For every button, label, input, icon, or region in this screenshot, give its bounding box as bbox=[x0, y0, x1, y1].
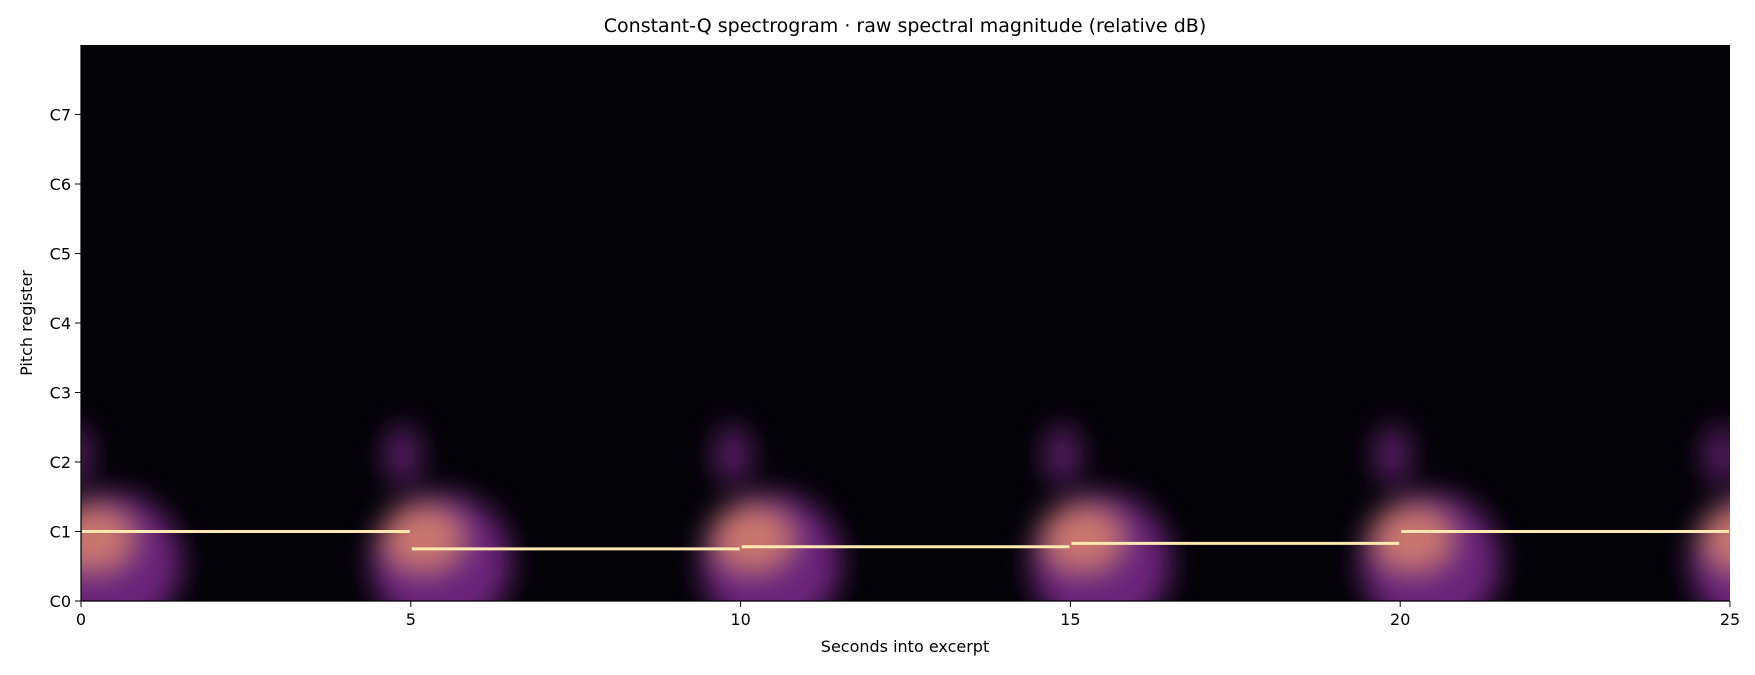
y-tick-label: C6 bbox=[50, 175, 71, 194]
x-tick-label: 20 bbox=[1390, 610, 1410, 629]
y-tick-label: C1 bbox=[50, 523, 71, 542]
y-tick-label: C2 bbox=[50, 453, 71, 472]
onset-burst-upper bbox=[1704, 425, 1730, 486]
onset-burst-core bbox=[1042, 506, 1123, 571]
onset-burst-core bbox=[81, 506, 133, 571]
segment-5 bbox=[1401, 160, 1729, 536]
onset-burst-core bbox=[382, 506, 463, 571]
x-tick-label: 0 bbox=[76, 610, 86, 629]
y-tick-label: C5 bbox=[50, 245, 71, 264]
segment-4 bbox=[1071, 160, 1400, 548]
onset-burst-upper bbox=[384, 425, 421, 486]
onset-burst-core bbox=[1702, 507, 1730, 569]
y-axis-ticks: C0 C1 C2 C3 C4 C5 C6 C7 bbox=[50, 106, 81, 611]
y-tick-label: C4 bbox=[50, 314, 71, 333]
chart-title: Constant-Q spectrogram · raw spectral ma… bbox=[604, 15, 1206, 37]
onset-burst-core bbox=[1372, 506, 1453, 571]
segment-3 bbox=[741, 162, 1070, 552]
y-tick-label: C3 bbox=[50, 384, 71, 403]
onset-burst-upper bbox=[81, 428, 91, 482]
onset-burst-core bbox=[712, 506, 793, 571]
segment-1 bbox=[82, 160, 410, 536]
y-tick-label: C0 bbox=[50, 592, 71, 611]
y-axis-label: Pitch register bbox=[17, 270, 36, 376]
x-tick-label: 25 bbox=[1720, 610, 1740, 629]
segment-2 bbox=[411, 162, 740, 554]
x-tick-label: 15 bbox=[1060, 610, 1080, 629]
onset-burst-upper bbox=[714, 425, 751, 486]
x-tick-label: 10 bbox=[730, 610, 750, 629]
y-tick-label: C7 bbox=[50, 106, 71, 125]
x-axis-label: Seconds into excerpt bbox=[821, 637, 989, 656]
x-tick-label: 5 bbox=[406, 610, 416, 629]
onset-burst-upper bbox=[1374, 425, 1411, 486]
x-axis-ticks: 0 5 10 15 20 25 bbox=[76, 601, 1740, 629]
spectrogram-heatmap bbox=[81, 160, 1730, 601]
